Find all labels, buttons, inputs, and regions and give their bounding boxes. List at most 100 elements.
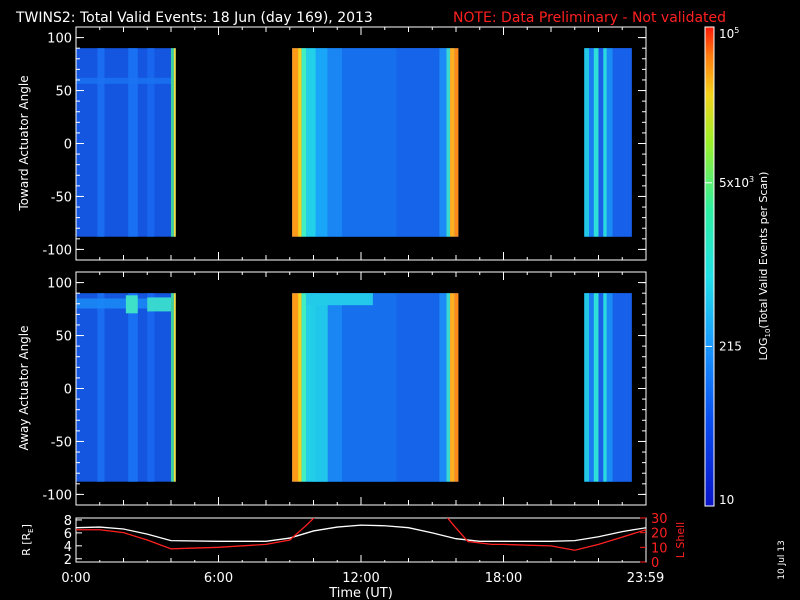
heatmap-stripe [342, 48, 397, 237]
heatmap-stripe [446, 48, 451, 237]
lshell-tick-label: 20 [651, 527, 668, 542]
colorbar-tick-label: 5x103 [719, 175, 754, 190]
colorbar: 10 215 5x103 105 LOG10(Total Valid Events p… [704, 26, 772, 507]
footer-date: 10 Jul 13 [777, 540, 787, 580]
toward-actuator-panel: 100 50 0 -50 -100 Toward Actuator Angle [17, 26, 647, 261]
lshell-tick-label: 10 [651, 541, 668, 556]
heatmap-stripe [327, 48, 342, 237]
heatmap-stripe [593, 48, 599, 237]
colorbar-gradient [704, 26, 715, 507]
heatmap-stripe [603, 293, 607, 482]
heatmap-segment-1 [76, 48, 176, 237]
lshell-series-line [76, 518, 646, 551]
heatmap-segment-1 [76, 293, 176, 482]
heatmap-stripe [301, 48, 307, 237]
heatmap-stripe [450, 293, 455, 482]
time-tick-label: 6:00 [204, 571, 233, 586]
heatmap-stripe [612, 48, 632, 237]
heatmap-stripe [584, 48, 589, 237]
heatmap-stripe [598, 48, 604, 237]
heatmap-stripe [450, 48, 455, 237]
away-ylabel: Away Actuator Angle [17, 325, 31, 450]
heatmap-stripe [589, 48, 594, 237]
heatmap-stripe [439, 48, 447, 237]
r-series-line [76, 524, 646, 542]
heatmap-stripe [584, 293, 589, 482]
time-tick-label: 0:00 [61, 571, 90, 586]
heatmap-stripe [606, 293, 613, 482]
heatmap-stripe [298, 293, 302, 482]
heatmap-stripe [97, 293, 105, 482]
orbit-lines [76, 518, 646, 551]
heatmap-stripe [342, 293, 397, 482]
heatmap-stripe [315, 48, 328, 237]
heatmap-stripe [128, 293, 138, 482]
heatmap-stripe [612, 293, 632, 482]
heatmap-feature [125, 295, 138, 314]
heatmap-stripe [606, 48, 613, 237]
ytick-label: -50 [51, 435, 72, 450]
chart-title: TWINS2: Total Valid Events: 18 Jun (day … [15, 10, 373, 26]
heatmap-stripe [292, 48, 299, 237]
toward-ylabel: Toward Actuator Angle [17, 75, 31, 211]
heatmap-stripe [171, 293, 174, 482]
away-yaxis: 100 50 0 -50 -100 [42, 272, 647, 505]
heatmap-feature [76, 298, 171, 309]
heatmap-feature [147, 297, 171, 312]
r-tick-label: 2 [64, 553, 72, 568]
lshell-axis-label: L Shell [674, 522, 687, 558]
heatmap-stripe [147, 48, 155, 237]
heatmap-stripe [327, 293, 342, 482]
heatmap-stripe [128, 48, 138, 237]
time-tick-label: 18:00 [485, 571, 522, 586]
ytick-label: -100 [42, 488, 72, 503]
ytick-label: -50 [51, 190, 72, 205]
heatmap-stripe [298, 48, 302, 237]
heatmap-stripe [396, 48, 440, 237]
heatmap-stripe [301, 293, 307, 482]
r-tick-label: 8 [64, 514, 72, 529]
r-tick-label: 4 [64, 540, 72, 555]
r-axis-label: R [RE] [20, 524, 35, 556]
toward-heatmap [76, 48, 632, 237]
lshell-tick-label: 30 [651, 512, 668, 527]
heatmap-stripe [454, 48, 459, 237]
away-actuator-panel: 100 50 0 -50 -100 Away Actuator Angle [17, 271, 647, 506]
heatmap-stripe [173, 48, 176, 237]
ytick-label: 0 [64, 383, 72, 398]
heatmap-stripe [439, 293, 447, 482]
colorbar-tick-label: 10 [719, 493, 734, 507]
colorbar-label: LOG10(Total Valid Events per Scan) [757, 172, 772, 361]
ytick-label: 100 [47, 32, 72, 47]
lshell-tick-label: 0 [651, 556, 659, 571]
heatmap-stripe [292, 293, 299, 482]
away-heatmap [76, 293, 632, 482]
heatmap-stripe [147, 293, 155, 482]
heatmap-stripe [173, 293, 176, 482]
colorbar-tick-label: 215 [719, 339, 742, 353]
heatmap-stripe [396, 293, 440, 482]
heatmap-stripe [603, 48, 607, 237]
ytick-label: 50 [55, 330, 72, 345]
heatmap-stripe [171, 48, 174, 237]
heatmap-stripe [593, 293, 599, 482]
ytick-label: 100 [47, 277, 72, 292]
heatmap-stripe [454, 293, 459, 482]
time-axis-label: Time (UT) [328, 586, 393, 600]
heatmap-stripe [598, 293, 604, 482]
colorbar-tick-label: 105 [719, 26, 739, 41]
ytick-label: -100 [42, 243, 72, 258]
heatmap-stripe [589, 293, 594, 482]
r-tick-label: 6 [64, 527, 72, 542]
colorbar-ticks: 10 215 5x103 105 [705, 26, 754, 507]
time-tick-label: 12:00 [342, 571, 379, 586]
heatmap-stripe [97, 48, 105, 237]
time-tick-label: 23:59 [627, 571, 664, 586]
toward-yaxis: 100 50 0 -50 -100 [42, 27, 647, 260]
heatmap-feature [76, 77, 171, 84]
heatmap-feature [311, 295, 328, 482]
heatmap-stripe [306, 48, 316, 237]
